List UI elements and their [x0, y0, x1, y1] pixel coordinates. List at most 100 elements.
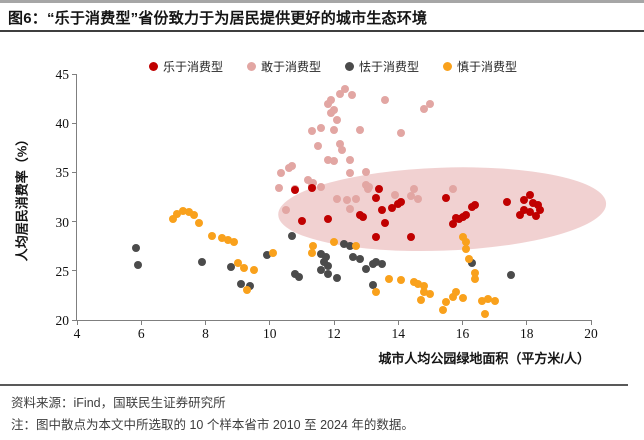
- y-tick-label: 30: [55, 214, 70, 230]
- y-tick-mark: [72, 270, 77, 272]
- scatter-point-慎于消费型: [477, 297, 486, 306]
- scatter-point-怯于消费型: [317, 250, 326, 259]
- y-tick-mark: [72, 73, 77, 75]
- scatter-point-乐于消费型: [323, 214, 332, 223]
- scatter-point-乐于消费型: [519, 195, 528, 204]
- scatter-point-怯于消费型: [227, 262, 236, 271]
- scatter-point-怯于消费型: [323, 261, 332, 270]
- scatter-point-慎于消费型: [397, 275, 406, 284]
- y-tick-mark: [72, 221, 77, 223]
- scatter-point-慎于消费型: [461, 245, 470, 254]
- scatter-point-慎于消费型: [464, 254, 473, 263]
- scatter-point-怯于消费型: [468, 258, 477, 267]
- title-divider: [0, 30, 644, 32]
- note-line: 注：图中散点为本文中所选取的 10 个样本省市 2010 至 2024 年的数据…: [11, 418, 414, 432]
- scatter-point-慎于消费型: [207, 232, 216, 241]
- scatter-point-怯于消费型: [321, 253, 330, 262]
- scatter-point-敢于消费型: [326, 109, 335, 118]
- x-tick-label: 10: [263, 326, 277, 341]
- scatter-point-敢于消费型: [352, 194, 361, 203]
- scatter-point-慎于消费型: [416, 296, 425, 305]
- scatter-point-慎于消费型: [448, 293, 457, 302]
- scatter-point-怯于消费型: [288, 232, 297, 241]
- scatter-point-敢于消费型: [338, 145, 347, 154]
- scatter-point-慎于消费型: [480, 310, 489, 319]
- top-divider: [0, 0, 644, 3]
- scatter-point-乐于消费型: [519, 205, 528, 214]
- scatter-point-敢于消费型: [413, 194, 422, 203]
- scatter-point-慎于消费型: [268, 249, 277, 258]
- legend-item-3: 慎于消费型: [443, 58, 517, 75]
- x-tick-mark: [205, 320, 206, 325]
- scatter-point-怯于消费型: [262, 251, 271, 260]
- scatter-point-敢于消费型: [307, 127, 316, 136]
- scatter-point-慎于消费型: [243, 286, 252, 295]
- scatter-point-敢于消费型: [391, 191, 400, 200]
- scatter-point-敢于消费型: [363, 185, 372, 194]
- scatter-point-乐于消费型: [307, 184, 316, 193]
- scatter-point-慎于消费型: [471, 274, 480, 283]
- scatter-point-慎于消费型: [439, 306, 448, 315]
- scatter-point-怯于消费型: [198, 257, 207, 266]
- scatter-point-乐于消费型: [378, 205, 387, 214]
- x-tick-label: 14: [391, 326, 406, 341]
- scatter-point-敢于消费型: [381, 95, 390, 104]
- legend-item-1: 敢于消费型: [246, 58, 321, 75]
- plot-area: 20 25 30 35 40 45 4 6 8 10 12 14 16 18 20: [56, 68, 607, 340]
- scatter-point-怯于消费型: [236, 279, 245, 288]
- y-tick-mark: [72, 319, 77, 321]
- scatter-point-慎于消费型: [471, 268, 480, 277]
- scatter-point-敢于消费型: [276, 169, 285, 178]
- scatter-point-怯于消费型: [362, 264, 371, 273]
- scatter-point-敢于消费型: [326, 95, 335, 104]
- scatter-point-乐于消费型: [448, 219, 457, 228]
- x-tick-label: 16: [455, 326, 470, 341]
- scatter-point-乐于消费型: [529, 198, 538, 207]
- scatter-point-慎于消费型: [169, 214, 178, 223]
- scatter-point-慎于消费型: [179, 206, 187, 215]
- scatter-point-乐于消费型: [461, 210, 470, 219]
- x-axis-title: 城市人均公园绿地面积（平方米/人）: [378, 351, 590, 366]
- scatter-point-乐于消费型: [532, 211, 541, 220]
- scatter-point-敢于消费型: [336, 89, 345, 98]
- y-tick-label: 25: [55, 263, 70, 279]
- scatter-point-敢于消费型: [330, 156, 338, 165]
- y-tick-label: 45: [55, 67, 70, 82]
- scatter-point-乐于消费型: [358, 212, 367, 221]
- scatter-point-乐于消费型: [371, 193, 380, 202]
- scatter-point-慎于消费型: [172, 209, 181, 218]
- scatter-point-乐于消费型: [407, 233, 416, 242]
- scatter-point-慎于消费型: [233, 258, 242, 267]
- scatter-point-敢于消费型: [330, 126, 338, 135]
- scatter-point-敢于消费型: [346, 204, 355, 213]
- y-axis-title: 人均居民消费率（%）: [14, 132, 30, 262]
- y-tick-label: 20: [55, 313, 70, 328]
- x-tick-label: 8: [202, 326, 209, 341]
- x-tick-label: 4: [73, 326, 81, 341]
- legend-label: 乐于消费型: [162, 60, 223, 74]
- x-tick-mark: [269, 320, 271, 325]
- scatter-point-乐于消费型: [371, 233, 380, 242]
- scatter-point-慎于消费型: [384, 274, 393, 283]
- scatter-point-怯于消费型: [323, 269, 332, 278]
- legend-dot-icon: [443, 62, 453, 71]
- x-tick-mark: [526, 320, 528, 325]
- scatter-point-敢于消费型: [419, 105, 428, 114]
- scatter-point-怯于消费型: [246, 281, 255, 290]
- scatter-point-慎于消费型: [419, 288, 428, 297]
- legend-item-2: 怯于消费型: [345, 58, 419, 75]
- x-tick-mark: [333, 320, 335, 325]
- scatter-point-敢于消费型: [304, 176, 313, 185]
- footer-divider: [0, 384, 628, 386]
- scatter-point-怯于消费型: [294, 272, 303, 281]
- scatter-point-乐于消费型: [291, 186, 300, 195]
- scatter-point-乐于消费型: [516, 210, 525, 219]
- scatter-point-敢于消费型: [333, 116, 342, 125]
- scatter-point-敢于消费型: [346, 169, 355, 178]
- scatter-point-慎于消费型: [426, 290, 435, 299]
- scatter-point-慎于消费型: [461, 238, 470, 247]
- scatter-point-慎于消费型: [490, 297, 499, 306]
- scatter-point-敢于消费型: [317, 183, 326, 192]
- scatter-point-慎于消费型: [442, 298, 451, 307]
